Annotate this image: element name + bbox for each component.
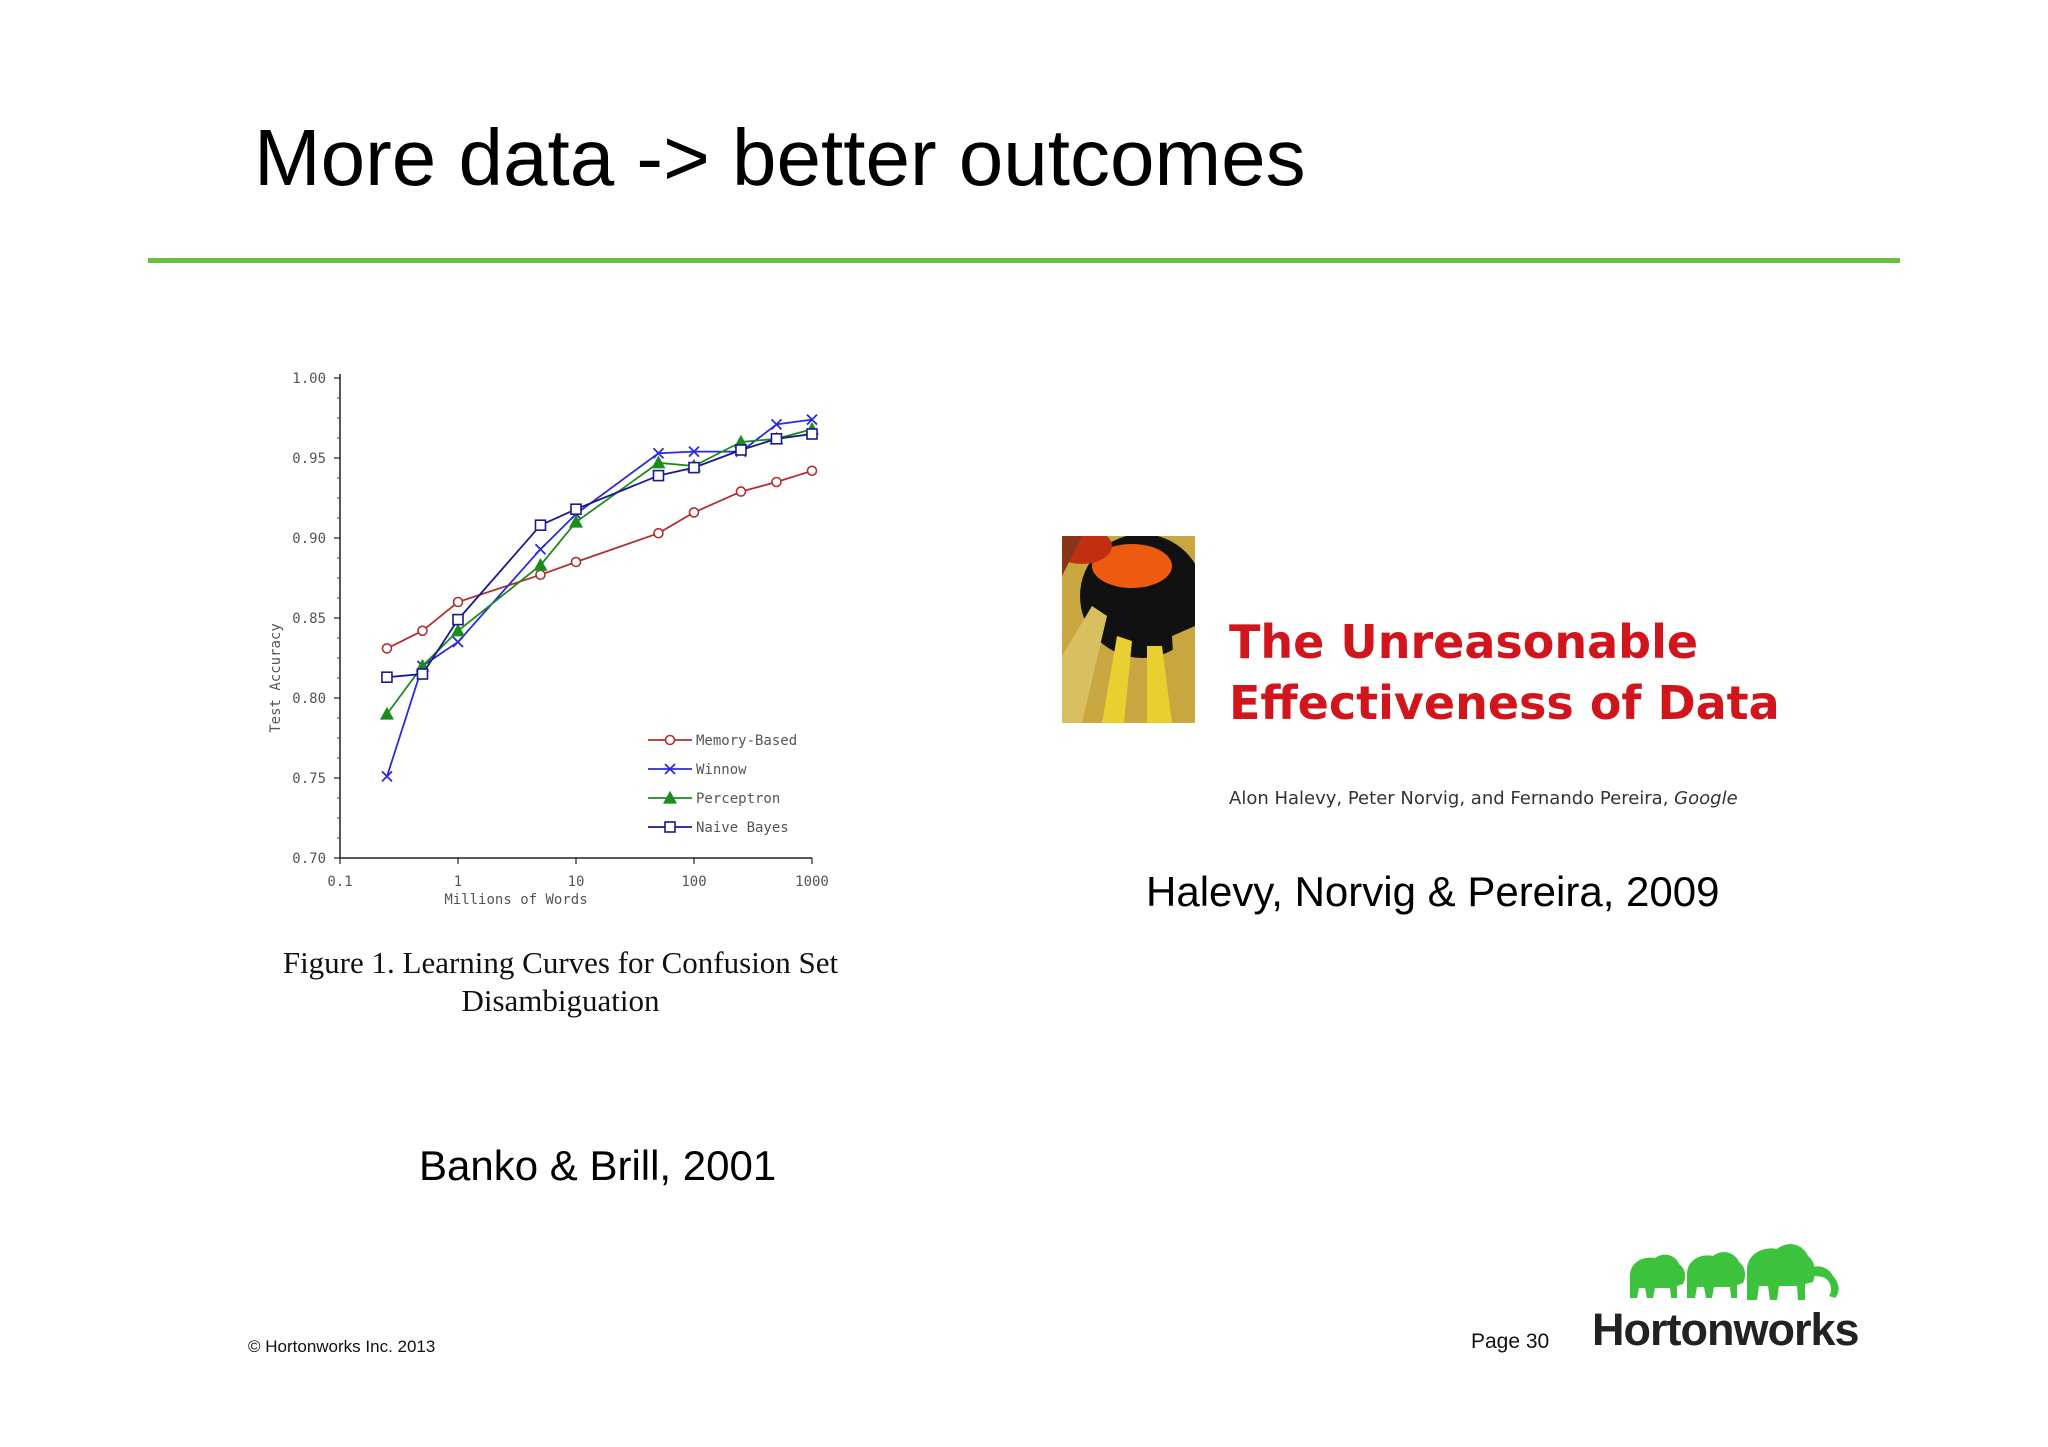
- legend-marker-perceptron: [662, 790, 678, 804]
- legend-label-naive-bayes: Naive Bayes: [696, 820, 789, 836]
- series-line-winnow: [386, 418, 813, 777]
- paper-affiliation: Google: [1674, 788, 1738, 809]
- data-point-memory-based: [735, 486, 747, 497]
- y-tick-label: 0.75: [292, 771, 326, 787]
- y-axis-label: Test Accuracy: [268, 623, 284, 733]
- data-point-memory-based: [806, 465, 818, 477]
- data-point-perceptron: [533, 557, 548, 571]
- x-tick-label: 100: [681, 874, 706, 890]
- data-point-naive-bayes: [416, 668, 429, 680]
- series-line-naive-bayes: [386, 433, 813, 679]
- data-point-winnow: [452, 636, 464, 648]
- data-point-naive-bayes: [534, 519, 547, 531]
- hortonworks-logo-text: Hortonworks: [1592, 1304, 1860, 1355]
- legend-label-winnow: Winnow: [696, 762, 747, 778]
- data-point-winnow: [534, 543, 547, 555]
- paper-cover-image: [1062, 536, 1195, 723]
- x-tick-label: 10: [568, 874, 585, 890]
- data-point-memory-based: [381, 643, 393, 654]
- citation-banko-brill: Banko & Brill, 2001: [419, 1142, 777, 1189]
- x-axis-label: Millions of Words: [444, 892, 587, 908]
- data-point-naive-bayes: [570, 503, 582, 515]
- y-tick-label: 0.95: [292, 451, 326, 467]
- data-point-naive-bayes: [652, 469, 665, 482]
- series-line-memory-based: [386, 469, 813, 650]
- paper-title: The Unreasonable Effectiveness of Data: [1229, 612, 1780, 734]
- data-point-memory-based: [771, 476, 782, 488]
- data-point-memory-based: [535, 569, 546, 581]
- data-point-memory-based: [688, 507, 700, 518]
- legend-label-memory-based: Memory-Based: [696, 733, 797, 749]
- data-point-naive-bayes: [806, 428, 818, 440]
- data-point-winnow: [688, 445, 700, 458]
- y-tick-label: 0.85: [292, 611, 326, 627]
- data-point-naive-bayes: [735, 444, 747, 456]
- data-point-winnow: [806, 413, 818, 426]
- copyright-notice: © Hortonworks Inc. 2013: [248, 1337, 436, 1356]
- data-point-naive-bayes: [688, 461, 700, 474]
- legend-label-perceptron: Perceptron: [696, 791, 780, 807]
- legend-marker-memory-based: [664, 734, 676, 746]
- data-point-perceptron: [568, 514, 584, 528]
- data-point-memory-based: [452, 596, 464, 608]
- paper-title-line-1: The Unreasonable: [1229, 615, 1699, 669]
- paper-author-names: Alon Halevy, Peter Norvig, and Fernando …: [1229, 788, 1669, 809]
- paper-authors: Alon Halevy, Peter Norvig, and Fernando …: [1229, 788, 1738, 809]
- data-point-winnow: [652, 447, 665, 459]
- hortonworks-elephants-icon: [1630, 1244, 1839, 1300]
- paper-title-line-2: Effectiveness of Data: [1229, 676, 1780, 730]
- data-point-perceptron: [450, 623, 466, 637]
- data-point-winnow: [770, 418, 783, 431]
- data-point-memory-based: [570, 556, 582, 568]
- y-tick-label: 0.90: [292, 531, 326, 547]
- slide-title: More data -> better outcomes: [254, 113, 1306, 202]
- data-point-perceptron: [379, 706, 394, 720]
- figure-caption: Figure 1. Learning Curves for Confusion …: [282, 945, 839, 1018]
- x-tick-label: 1000: [795, 874, 829, 890]
- y-tick-label: 1.00: [292, 371, 326, 387]
- y-tick-label: 0.80: [292, 691, 326, 707]
- data-point-naive-bayes: [770, 433, 783, 445]
- data-point-memory-based: [653, 527, 664, 539]
- title-divider: [148, 258, 1900, 263]
- legend-marker-naive-bayes: [664, 821, 676, 833]
- data-point-perceptron: [651, 455, 666, 469]
- y-tick-label: 0.70: [292, 851, 326, 867]
- data-point-naive-bayes: [452, 613, 464, 626]
- series-line-perceptron: [386, 428, 813, 715]
- citation-halevy-norvig-pereira: Halevy, Norvig & Pereira, 2009: [1146, 868, 1720, 915]
- page-number: Page 30: [1471, 1330, 1550, 1353]
- x-tick-label: 0.1: [327, 874, 352, 890]
- data-point-memory-based: [417, 625, 428, 637]
- data-point-naive-bayes: [381, 671, 393, 684]
- x-tick-label: 1: [454, 874, 462, 890]
- legend-marker-winnow: [664, 763, 676, 775]
- data-point-winnow: [381, 770, 393, 783]
- learning-curves-chart: 0.70 0.75 0.80 0.85 0.90 0.95 1.00 0.1 1 10 100 100…: [268, 371, 829, 908]
